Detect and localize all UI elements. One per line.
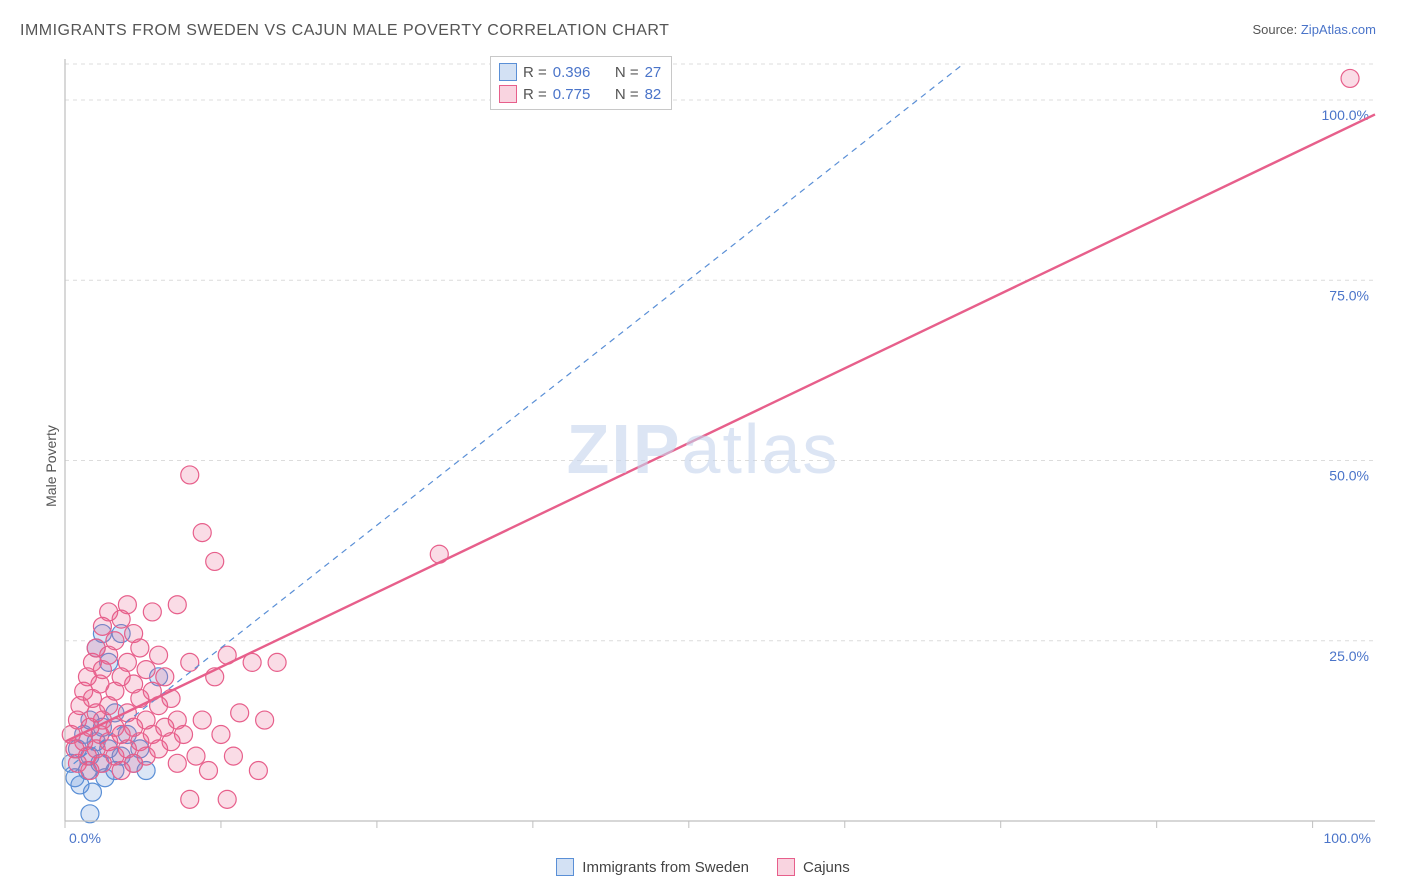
- data-point: [193, 711, 211, 729]
- chart-container: Male Poverty 25.0%50.0%75.0%100.0%0.0%10…: [0, 46, 1406, 886]
- data-point: [143, 603, 161, 621]
- legend-label: Cajuns: [803, 859, 850, 876]
- n-label: N =: [615, 64, 639, 81]
- data-point: [168, 596, 186, 614]
- data-point: [137, 661, 155, 679]
- data-point: [175, 725, 193, 743]
- data-point: [193, 524, 211, 542]
- data-point: [168, 754, 186, 772]
- legend-swatch: [777, 858, 795, 876]
- r-value: 0.775: [553, 86, 591, 103]
- correlation-legend: R = 0.396 N = 27 R = 0.775 N = 82: [490, 56, 672, 110]
- source-attribution: Source: ZipAtlas.com: [1252, 22, 1376, 37]
- data-point: [224, 747, 242, 765]
- data-point: [83, 783, 101, 801]
- legend-row: R = 0.396 N = 27: [499, 61, 661, 83]
- data-point: [181, 466, 199, 484]
- legend-item: Immigrants from Sweden: [556, 858, 749, 876]
- data-point: [118, 653, 136, 671]
- n-value: 82: [645, 86, 662, 103]
- legend-label: Immigrants from Sweden: [582, 859, 749, 876]
- scatter-plot: 25.0%50.0%75.0%100.0%0.0%100.0%: [45, 46, 1395, 846]
- svg-text:0.0%: 0.0%: [69, 830, 101, 846]
- legend-swatch: [499, 63, 517, 81]
- data-point: [118, 596, 136, 614]
- chart-title: IMMIGRANTS FROM SWEDEN VS CAJUN MALE POV…: [20, 22, 669, 40]
- data-point: [1341, 69, 1359, 87]
- r-value: 0.396: [553, 64, 591, 81]
- data-point: [106, 632, 124, 650]
- data-point: [156, 668, 174, 686]
- data-point: [268, 653, 286, 671]
- data-point: [206, 552, 224, 570]
- legend-swatch: [556, 858, 574, 876]
- svg-text:100.0%: 100.0%: [1324, 830, 1371, 846]
- data-point: [256, 711, 274, 729]
- data-point: [231, 704, 249, 722]
- trend-line: [65, 114, 1375, 741]
- header-bar: IMMIGRANTS FROM SWEDEN VS CAJUN MALE POV…: [0, 0, 1406, 46]
- data-point: [199, 762, 217, 780]
- data-point: [81, 805, 99, 823]
- data-point: [187, 747, 205, 765]
- series-legend: Immigrants from Sweden Cajuns: [0, 858, 1406, 876]
- svg-text:75.0%: 75.0%: [1329, 287, 1369, 303]
- r-label: R =: [523, 64, 547, 81]
- source-link[interactable]: ZipAtlas.com: [1301, 22, 1376, 37]
- data-point: [181, 653, 199, 671]
- legend-swatch: [499, 85, 517, 103]
- n-value: 27: [645, 64, 662, 81]
- data-point: [181, 790, 199, 808]
- data-point: [218, 790, 236, 808]
- n-label: N =: [615, 86, 639, 103]
- legend-row: R = 0.775 N = 82: [499, 83, 661, 105]
- source-label: Source:: [1252, 22, 1300, 37]
- legend-item: Cajuns: [777, 858, 850, 876]
- r-label: R =: [523, 86, 547, 103]
- svg-text:50.0%: 50.0%: [1329, 468, 1369, 484]
- svg-text:25.0%: 25.0%: [1329, 648, 1369, 664]
- data-point: [150, 646, 168, 664]
- data-point: [131, 639, 149, 657]
- trend-line: [65, 64, 963, 771]
- data-point: [212, 725, 230, 743]
- data-point: [249, 762, 267, 780]
